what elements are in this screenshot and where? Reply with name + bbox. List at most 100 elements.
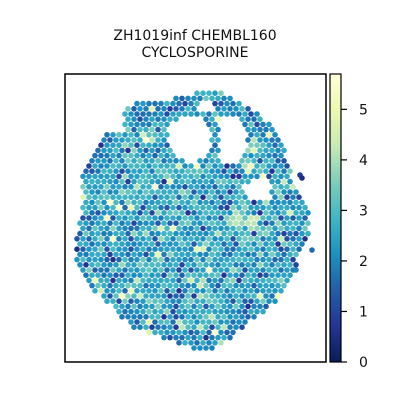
spot (194, 163, 200, 169)
spot (149, 199, 155, 206)
spot (92, 267, 98, 273)
spot (239, 189, 245, 195)
spot (224, 173, 230, 180)
spot (125, 116, 131, 122)
spot (119, 220, 125, 226)
spot (77, 262, 83, 268)
spot (128, 204, 134, 211)
spot (131, 189, 137, 195)
spot (149, 168, 155, 174)
spot (191, 95, 197, 102)
spot (260, 256, 266, 263)
spot (278, 267, 284, 273)
spot (128, 225, 134, 232)
spot (101, 220, 107, 226)
spot (224, 184, 230, 190)
spot (122, 246, 128, 252)
spot (296, 236, 302, 242)
spot (137, 189, 143, 195)
spot (227, 334, 233, 341)
spot (173, 272, 179, 279)
spot (212, 163, 218, 169)
spot (269, 262, 275, 268)
spot (113, 168, 119, 174)
spot (224, 267, 230, 273)
spot (203, 199, 209, 206)
spot (218, 319, 224, 325)
spot (269, 137, 275, 143)
spot (254, 236, 260, 242)
spot (254, 132, 260, 138)
spot (179, 324, 185, 331)
spot (257, 272, 263, 279)
spot (185, 262, 191, 268)
spot (140, 163, 146, 169)
spot (221, 272, 227, 279)
spot (218, 111, 224, 117)
spot (233, 251, 239, 258)
spot (212, 90, 218, 96)
spot (215, 262, 221, 268)
spot (197, 314, 203, 320)
spot (272, 246, 278, 252)
spot (140, 319, 146, 325)
spot (284, 215, 290, 221)
spot (146, 121, 152, 128)
spot (137, 220, 143, 226)
spot (188, 298, 194, 305)
spot (110, 288, 116, 294)
spot (155, 262, 161, 268)
spot (212, 319, 218, 325)
spot (152, 163, 158, 169)
spot (200, 340, 206, 346)
spot (221, 334, 227, 341)
spot (263, 147, 269, 154)
spot (215, 126, 221, 133)
spot (260, 246, 266, 252)
spot (86, 163, 92, 169)
spot (227, 199, 233, 206)
spot (161, 199, 167, 206)
spot (173, 106, 179, 112)
spot (275, 262, 281, 268)
spot (191, 220, 197, 226)
spot (134, 267, 140, 273)
spot (107, 251, 113, 258)
spot (227, 272, 233, 279)
spot (230, 100, 236, 107)
spot (194, 204, 200, 211)
spot (155, 314, 161, 320)
spot (215, 282, 221, 289)
spot (146, 308, 152, 315)
spot (83, 210, 89, 216)
spot (161, 241, 167, 247)
spot (101, 241, 107, 247)
spot (185, 189, 191, 195)
spot (260, 173, 266, 180)
spot (260, 204, 266, 211)
spot (134, 132, 140, 138)
spot (179, 241, 185, 247)
spot (203, 272, 209, 279)
spot (185, 168, 191, 174)
spot (251, 116, 257, 122)
spot (215, 241, 221, 247)
spot (152, 298, 158, 305)
spot (239, 293, 245, 299)
spot (158, 319, 164, 325)
spot (131, 230, 137, 237)
spot (158, 100, 164, 107)
spot (212, 121, 218, 128)
spot (278, 256, 284, 263)
spot (158, 267, 164, 273)
spot (152, 121, 158, 128)
spot (170, 111, 176, 117)
spot (233, 210, 239, 216)
colorbar-tick-label: 4 (359, 153, 368, 169)
spot (254, 215, 260, 221)
spot (206, 215, 212, 221)
spot (203, 282, 209, 289)
spot (143, 116, 149, 122)
spot (137, 230, 143, 237)
spot (236, 184, 242, 190)
